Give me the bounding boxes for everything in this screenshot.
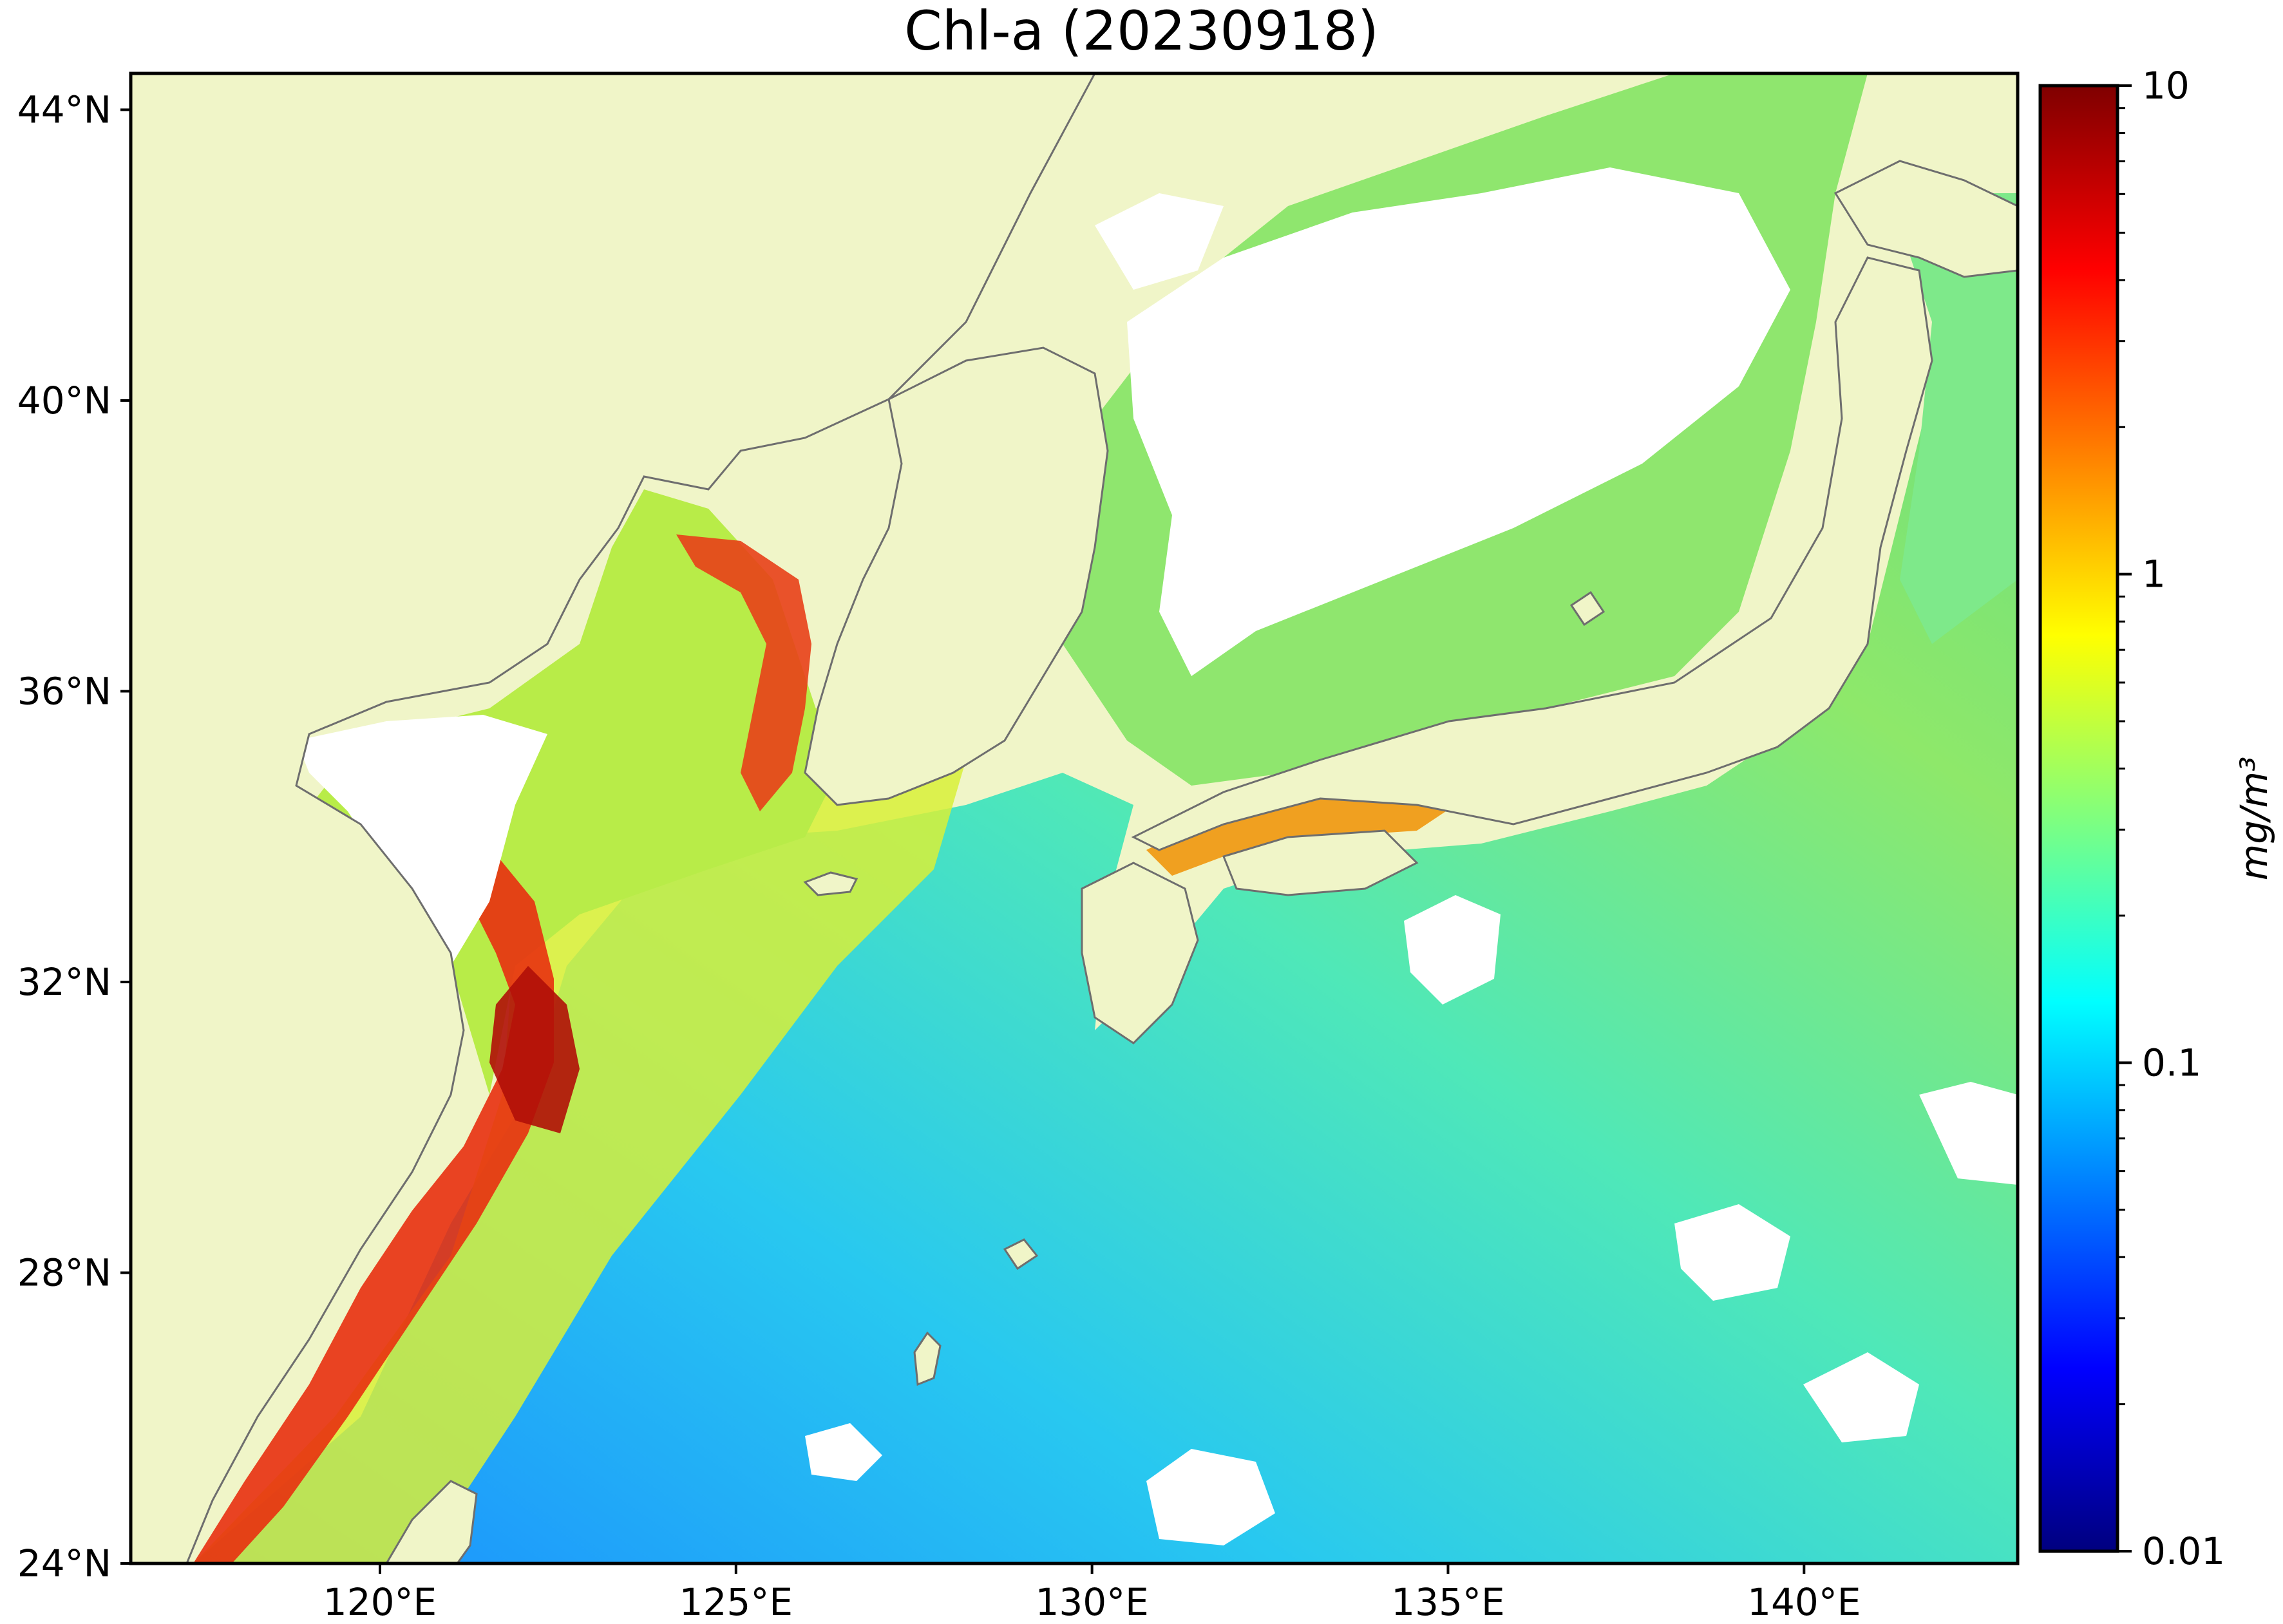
- land-taiwan: [385, 1480, 478, 1563]
- land-shikoku: [1222, 829, 1419, 896]
- land-jeju: [803, 871, 858, 896]
- longitude-axis: 120°E 125°E 130°E 135°E 140°E: [323, 1563, 1861, 1624]
- colorbar-tick-label: 1: [2142, 552, 2166, 596]
- cloud-yellow-sea-west: [296, 715, 547, 966]
- colorbar-tick-label: 0.01: [2142, 1529, 2225, 1573]
- lat-tick-label: 36°N: [17, 669, 111, 713]
- cloud-pacific-east-1: [1674, 1204, 1790, 1301]
- land-okinawa: [913, 1331, 942, 1386]
- land-hokkaido: [1833, 160, 2018, 278]
- ocean-pacific: [193, 322, 2018, 1563]
- colorbar-tick-label: 10: [2142, 64, 2190, 108]
- cloud-pacific-south-1: [1146, 1449, 1275, 1545]
- cloud-sea-of-japan-north: [1095, 193, 1224, 290]
- land-korea: [804, 346, 1109, 806]
- colorbar-gradient: [2040, 86, 2117, 1551]
- cloud-pacific-east-2: [1803, 1352, 1919, 1442]
- colorbar-frame: [2038, 84, 2119, 1553]
- land-china: [131, 73, 1096, 1563]
- lat-tick-label: 24°N: [17, 1542, 111, 1585]
- cloud-pacific-south-3: [805, 1423, 882, 1481]
- lon-tick-label: 125°E: [679, 1580, 793, 1624]
- land-amami: [1003, 1238, 1039, 1270]
- lat-tick-label: 44°N: [17, 88, 111, 131]
- lon-tick-label: 130°E: [1035, 1580, 1148, 1624]
- seto-inland-sea-bloom: [1146, 786, 1455, 876]
- map-title: Chl-a (20230918): [904, 0, 1379, 62]
- colorbar-ticks: 10 1 0.1 0.01: [2117, 64, 2225, 1573]
- cloud-pacific-east-3: [1919, 1082, 2018, 1185]
- ocean-yellow-sea: [296, 489, 837, 1095]
- colorbar: 10 1 0.1 0.01 mg/m³: [2038, 64, 2276, 1573]
- lat-tick-label: 28°N: [17, 1251, 111, 1294]
- map-frame: [129, 71, 2020, 1565]
- lon-tick-label: 120°E: [323, 1580, 437, 1624]
- cloud-sea-of-japan: [1127, 167, 1790, 676]
- colorbar-unit-label: mg/m³: [2232, 757, 2276, 881]
- lat-tick-label: 40°N: [17, 379, 111, 422]
- lon-tick-label: 140°E: [1747, 1580, 1861, 1624]
- colorbar-tick-label: 0.1: [2142, 1041, 2201, 1084]
- ocean-pacific-east: [1900, 193, 2018, 644]
- yangtze-plume: [489, 966, 580, 1133]
- china-coast-bloom: [193, 773, 554, 1563]
- land-sado: [1569, 590, 1606, 627]
- map-panel: [131, 73, 2018, 1563]
- land-kyushu: [1081, 862, 1199, 1044]
- land-honshu: [1131, 256, 1933, 851]
- korea-west-coast-bloom: [676, 534, 811, 811]
- lon-tick-label: 135°E: [1391, 1580, 1504, 1624]
- lat-tick-label: 32°N: [17, 960, 111, 1004]
- latitude-axis: 24°N 28°N 32°N 36°N 40°N 44°N: [17, 88, 131, 1585]
- cloud-pacific-south-2: [1404, 895, 1501, 1005]
